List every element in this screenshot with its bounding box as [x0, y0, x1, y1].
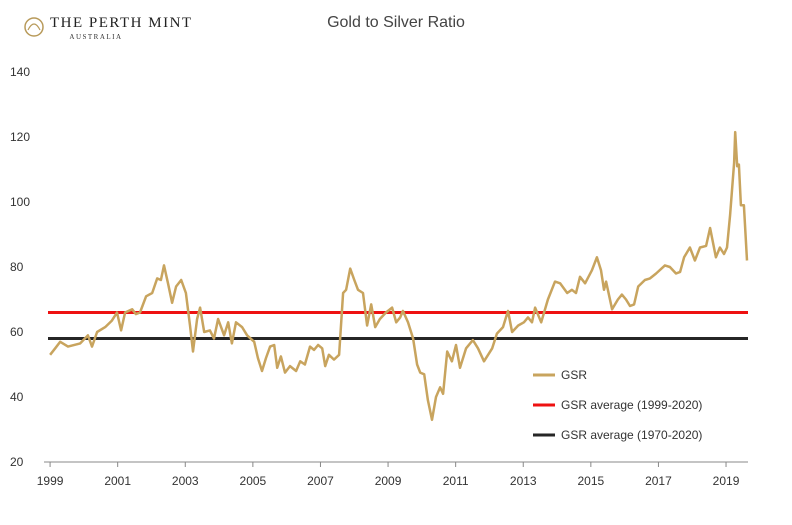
x-tick-label: 2015 [577, 474, 604, 488]
y-tick-label: 80 [10, 260, 24, 274]
y-tick-label: 140 [10, 65, 30, 79]
logo: THE PERTH MINT AUSTRALIA [24, 15, 193, 41]
y-tick-label: 120 [10, 130, 30, 144]
logo-emblem [24, 17, 44, 37]
x-tick-label: 2001 [104, 474, 131, 488]
y-tick-label: 40 [10, 390, 24, 404]
x-tick-label: 2007 [307, 474, 334, 488]
x-tick-label: 2009 [375, 474, 402, 488]
x-tick-label: 1999 [37, 474, 64, 488]
y-tick-label: 20 [10, 455, 24, 469]
brand-sub: AUSTRALIA [69, 33, 122, 41]
brand-name: THE PERTH MINT [50, 15, 193, 31]
series-line [49, 130, 749, 422]
legend-label: GSR average (1999-2020) [561, 398, 702, 412]
x-tick-label: 2013 [510, 474, 537, 488]
x-tick-label: 2011 [443, 474, 469, 488]
x-tick-label: 2019 [713, 474, 740, 488]
logo-emblem-detail [27, 23, 41, 31]
legend-label: GSR [561, 368, 587, 382]
chart-title: Gold to Silver Ratio [327, 14, 465, 31]
x-tick-label: 2005 [240, 474, 267, 488]
y-tick-label: 60 [10, 325, 24, 339]
x-tick-label: 2017 [645, 474, 672, 488]
x-tick-label: 2003 [172, 474, 199, 488]
legend-label: GSR average (1970-2020) [561, 428, 702, 442]
y-tick-label: 100 [10, 195, 30, 209]
